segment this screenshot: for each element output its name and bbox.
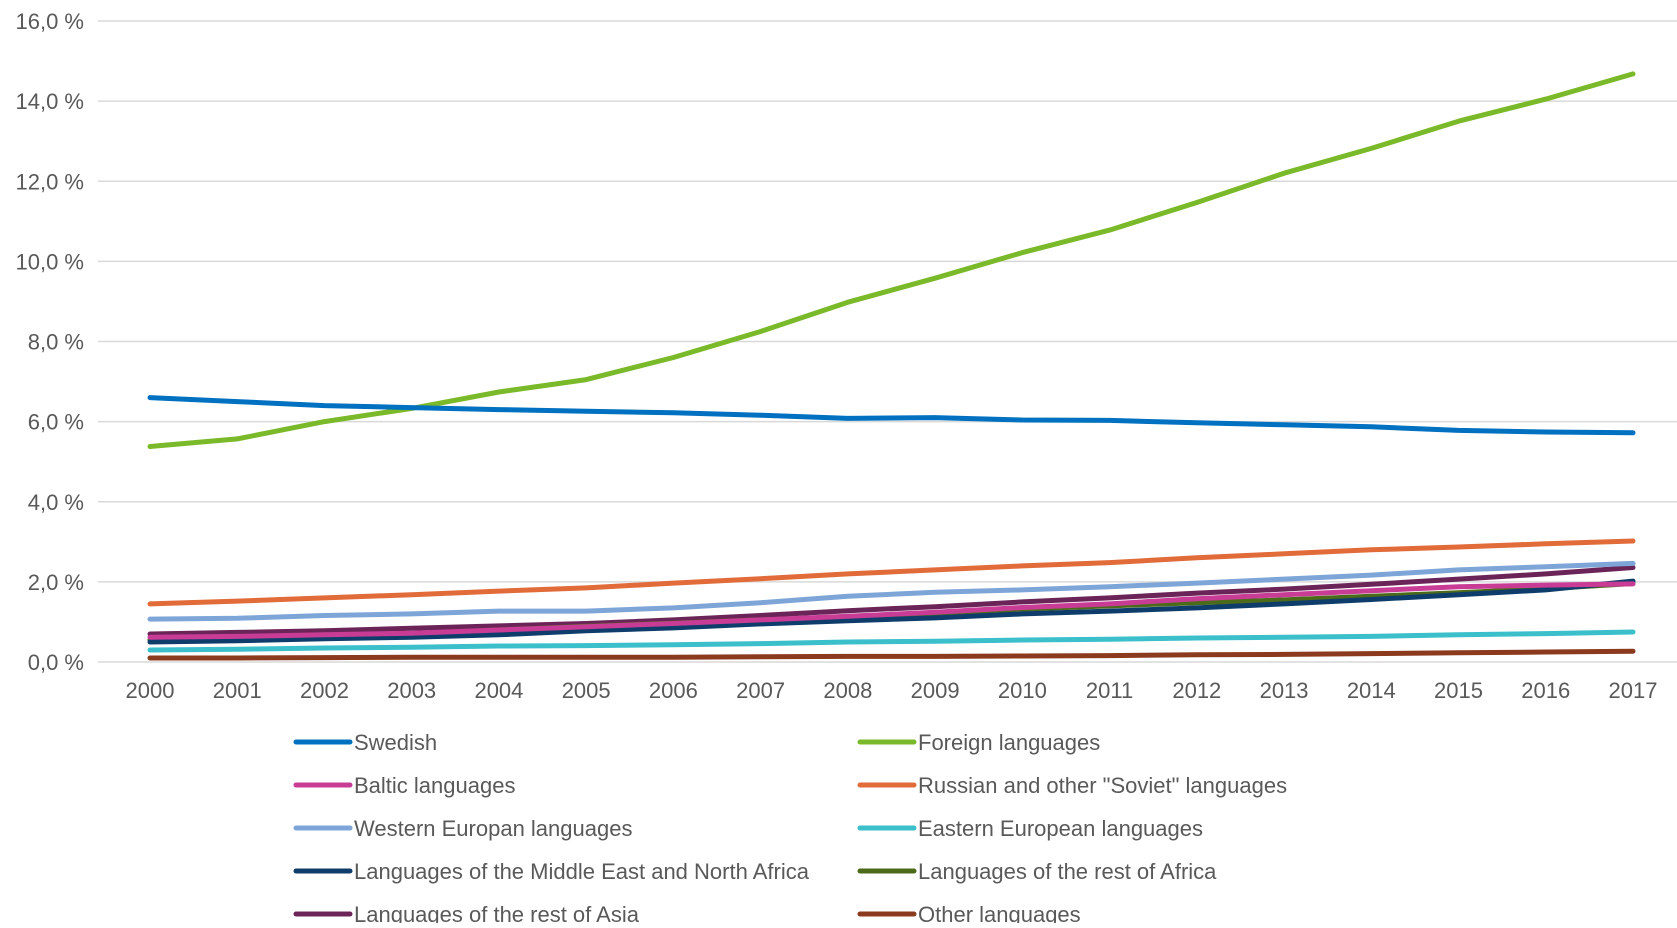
series-lines [147, 71, 1636, 661]
x-tick-label: 2015 [1434, 678, 1483, 703]
y-tick-label: 14,0 % [16, 89, 85, 114]
legend-label: Languages of the Middle East and North A… [354, 859, 810, 884]
series-line [147, 560, 1636, 622]
x-tick-label: 2000 [126, 678, 175, 703]
series-line [147, 629, 1636, 653]
series-line [147, 538, 1636, 607]
y-tick-label: 2,0 % [28, 570, 84, 595]
x-tick-label: 2014 [1347, 678, 1396, 703]
x-tick-label: 2007 [736, 678, 785, 703]
x-tick-label: 2003 [387, 678, 436, 703]
series-line [147, 581, 1636, 640]
legend-label: Other languages [918, 902, 1081, 923]
x-tick-label: 2011 [1086, 678, 1133, 703]
legend-label: Languages of the rest of Africa [918, 859, 1217, 884]
x-tick-label: 2012 [1172, 678, 1221, 703]
y-tick-label: 6,0 % [28, 410, 84, 435]
gridlines [98, 20, 1677, 663]
x-tick-label: 2016 [1521, 678, 1570, 703]
series-line [147, 565, 1636, 637]
legend-label: Swedish [354, 730, 437, 755]
y-tick-label: 8,0 % [28, 330, 84, 355]
x-tick-label: 2009 [911, 678, 960, 703]
x-tick-label: 2001 [213, 678, 262, 703]
x-tick-label: 2006 [649, 678, 698, 703]
y-tick-label: 10,0 % [16, 249, 85, 274]
y-tick-label: 12,0 % [16, 169, 85, 194]
legend-label: Russian and other "Soviet" languages [918, 773, 1287, 798]
x-tick-label: 2008 [823, 678, 872, 703]
axes: 0,0 % 2,0 % 4,0 % 6,0 % 8,0 % 10,0 % 12,0 % 14,… [16, 9, 1658, 703]
series-line [147, 578, 1636, 645]
legend-label: Baltic languages [354, 773, 515, 798]
legend-label: Eastern European languages [918, 816, 1203, 841]
x-tick-label: 2010 [998, 678, 1047, 703]
series-line [147, 648, 1636, 661]
x-tick-label: 2017 [1609, 678, 1658, 703]
legend-label: Foreign languages [918, 730, 1100, 755]
x-tick-label: 2002 [300, 678, 349, 703]
x-tick-label: 2013 [1260, 678, 1309, 703]
y-tick-label: 4,0 % [28, 490, 84, 515]
series-line [147, 395, 1636, 436]
legend-label: Western Europan languages [354, 816, 632, 841]
y-tick-label: 0,0 % [28, 650, 84, 675]
y-tick-label: 16,0 % [16, 9, 85, 34]
legend-label: Languages of the rest of Asia [354, 902, 640, 923]
series-line [147, 71, 1636, 449]
x-tick-label: 2004 [474, 678, 523, 703]
x-tick-label: 2005 [562, 678, 611, 703]
legend: Swedish Foreign languages Baltic languages… [293, 730, 1287, 927]
